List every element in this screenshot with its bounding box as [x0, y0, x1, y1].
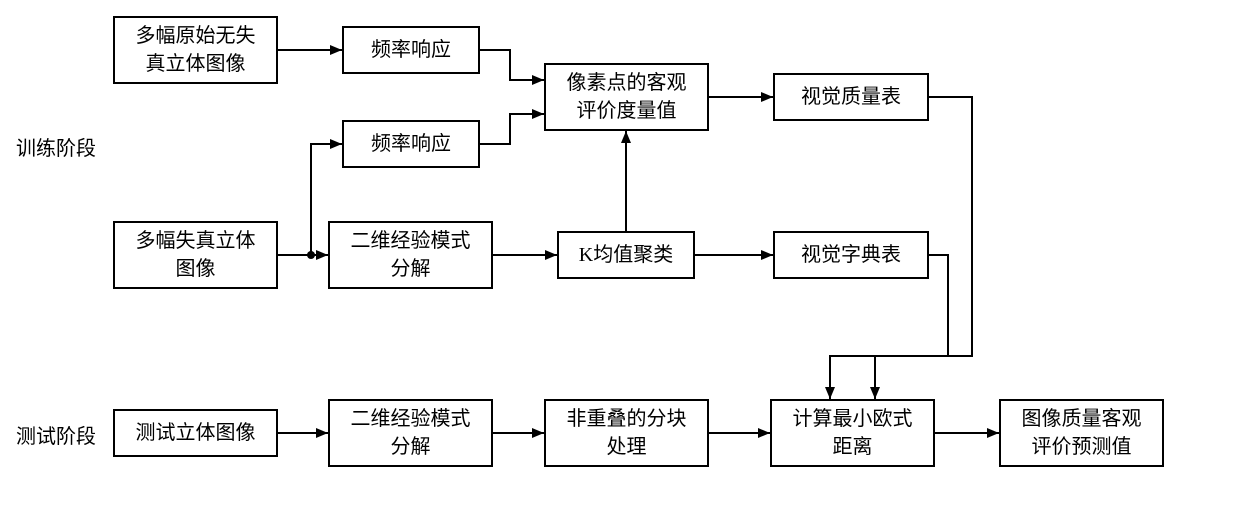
n-vdict: 视觉字典表 [773, 231, 929, 279]
stage-test: 测试阶段 [16, 420, 96, 449]
n-freq1: 频率响应 [342, 26, 480, 74]
n-objmetric: 像素点的客观 评价度量值 [544, 63, 709, 131]
n-vqtable: 视觉质量表 [773, 73, 929, 121]
n-pred: 图像质量客观 评价预测值 [999, 399, 1164, 467]
n-bemd2: 二维经验模式 分解 [328, 399, 493, 467]
n-freq2: 频率响应 [342, 120, 480, 168]
n-testimg: 测试立体图像 [113, 409, 278, 457]
edge-3 [480, 50, 544, 80]
stage-train: 训练阶段 [16, 132, 96, 161]
n-block: 非重叠的分块 处理 [544, 399, 709, 467]
n-distort: 多幅失真立体 图像 [113, 221, 278, 289]
n-orig: 多幅原始无失 真立体图像 [113, 16, 278, 84]
n-kmeans: K均值聚类 [557, 231, 695, 279]
n-eudist: 计算最小欧式 距离 [770, 399, 935, 467]
j-distort [307, 251, 315, 259]
edge-4 [480, 114, 544, 144]
n-bemd1: 二维经验模式 分解 [328, 221, 493, 289]
